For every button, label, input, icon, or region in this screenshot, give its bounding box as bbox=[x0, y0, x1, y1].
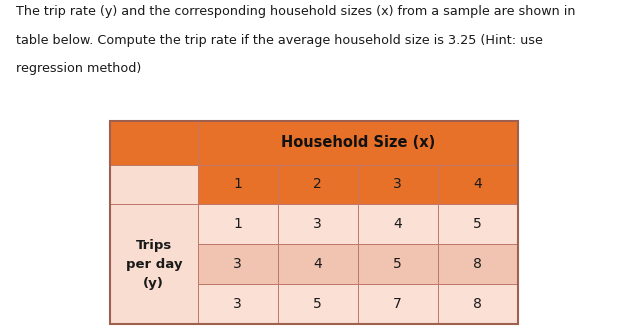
Bar bbox=[278, 164, 358, 204]
Bar bbox=[358, 204, 438, 244]
Bar bbox=[438, 244, 517, 284]
Bar bbox=[198, 121, 517, 164]
Text: 5: 5 bbox=[313, 297, 322, 311]
Bar bbox=[358, 244, 438, 284]
Bar bbox=[358, 164, 438, 204]
Text: The trip rate (y) and the corresponding household sizes (x) from a sample are sh: The trip rate (y) and the corresponding … bbox=[16, 5, 575, 18]
Text: 2: 2 bbox=[313, 177, 322, 191]
Text: regression method): regression method) bbox=[16, 62, 141, 76]
Text: 5: 5 bbox=[393, 257, 402, 271]
Text: 8: 8 bbox=[474, 257, 482, 271]
Text: 1: 1 bbox=[233, 217, 242, 231]
Text: 3: 3 bbox=[233, 257, 242, 271]
Bar bbox=[198, 204, 278, 244]
Bar bbox=[438, 164, 517, 204]
Bar bbox=[358, 284, 438, 324]
Bar bbox=[278, 244, 358, 284]
Bar bbox=[198, 284, 278, 324]
Text: 4: 4 bbox=[474, 177, 482, 191]
Bar bbox=[110, 121, 198, 164]
Bar bbox=[198, 164, 278, 204]
Text: 4: 4 bbox=[393, 217, 402, 231]
Text: 5: 5 bbox=[474, 217, 482, 231]
Bar bbox=[198, 244, 278, 284]
Text: 1: 1 bbox=[233, 177, 242, 191]
Text: 3: 3 bbox=[313, 217, 322, 231]
Bar bbox=[438, 284, 517, 324]
Bar bbox=[278, 284, 358, 324]
Bar bbox=[438, 204, 517, 244]
Bar bbox=[110, 204, 198, 324]
Text: Household Size (x): Household Size (x) bbox=[281, 135, 435, 150]
Text: 8: 8 bbox=[474, 297, 482, 311]
Text: table below. Compute the trip rate if the average household size is 3.25 (Hint: : table below. Compute the trip rate if th… bbox=[16, 34, 543, 47]
Text: Trips
per day
(y): Trips per day (y) bbox=[126, 238, 182, 289]
Bar bbox=[110, 164, 198, 204]
Text: 4: 4 bbox=[313, 257, 322, 271]
Text: 3: 3 bbox=[393, 177, 402, 191]
Text: 7: 7 bbox=[393, 297, 402, 311]
Text: 3: 3 bbox=[233, 297, 242, 311]
Bar bbox=[278, 204, 358, 244]
